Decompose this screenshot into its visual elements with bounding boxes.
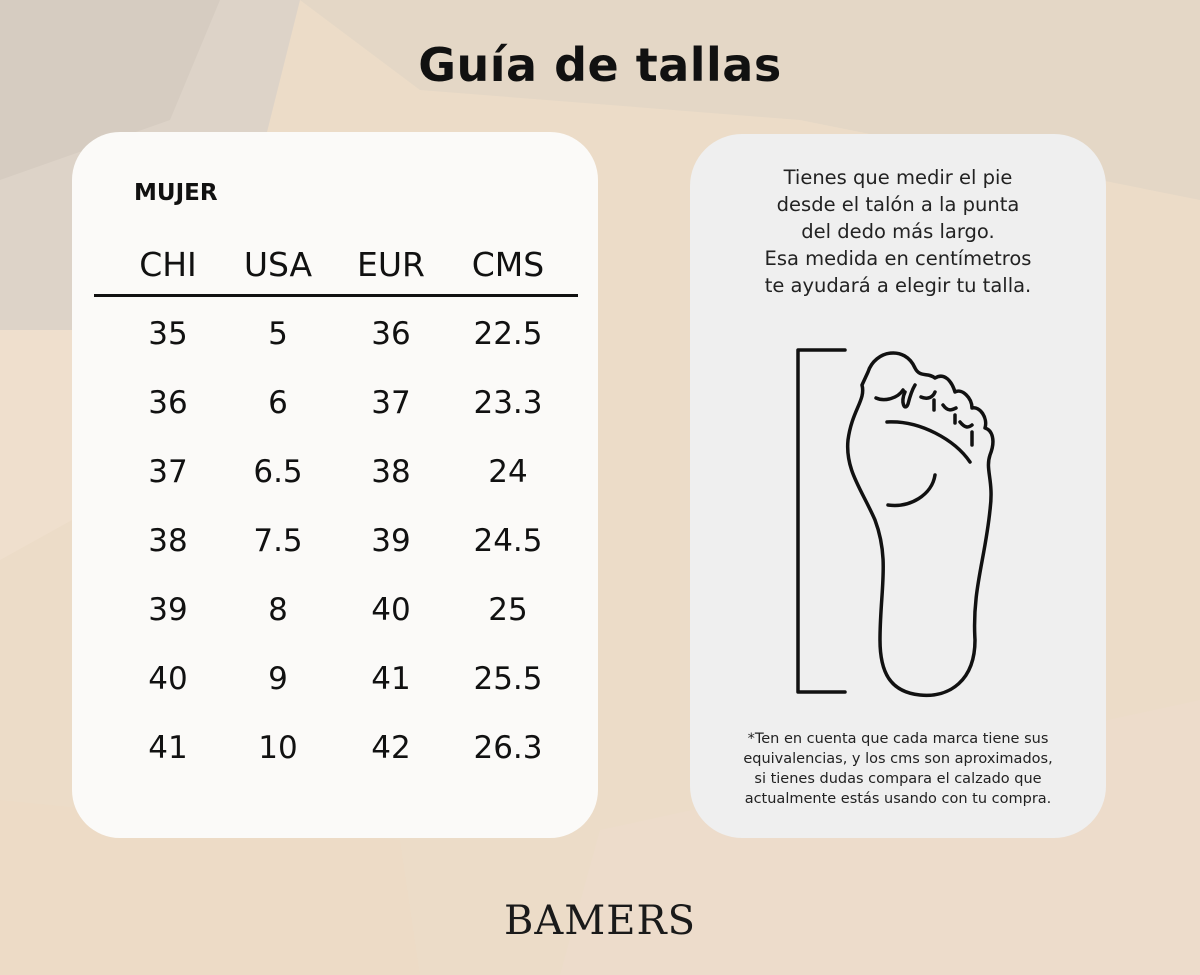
table-cell: 40 xyxy=(148,661,188,697)
measure-bracket xyxy=(796,348,847,694)
table-cell: 9 xyxy=(268,661,288,697)
instructions-card xyxy=(690,134,1106,838)
column-header: EUR xyxy=(357,245,425,284)
table-cell: 42 xyxy=(371,730,411,766)
brand-logo: BAMERS xyxy=(504,898,696,944)
foot-outline xyxy=(845,351,995,698)
table-cell: 38 xyxy=(371,454,411,490)
toe-line xyxy=(919,390,937,412)
table-cell: 6.5 xyxy=(253,454,303,490)
toe-line xyxy=(958,420,974,447)
table-cell: 41 xyxy=(148,730,188,766)
toe-line xyxy=(941,403,958,425)
column-header: CMS xyxy=(471,245,545,284)
table-cell: 36 xyxy=(371,316,411,352)
note-line: *Ten en cuenta que cada marca tiene sus xyxy=(747,731,1049,747)
page-title: Guía de tallas xyxy=(418,38,782,92)
table-cell: 25.5 xyxy=(473,661,543,697)
table-cell: 36 xyxy=(148,385,188,421)
instruction-line: del dedo más largo. xyxy=(801,220,995,243)
table-cell: 26.3 xyxy=(473,730,543,766)
table-cell: 37 xyxy=(371,385,411,421)
table-cell: 7.5 xyxy=(253,523,303,559)
arch-line xyxy=(886,473,937,508)
note-line: actualmente estás usando con tu compra. xyxy=(744,791,1052,807)
table-cell: 39 xyxy=(371,523,411,559)
table-cell: 23.3 xyxy=(473,385,543,421)
instruction-line: desde el talón a la punta xyxy=(776,193,1020,216)
table-cell: 5 xyxy=(268,316,288,352)
instruction-line: Tienes que medir el pie xyxy=(783,166,1013,189)
table-cell: 8 xyxy=(268,592,288,628)
column-header: USA xyxy=(243,245,313,284)
table-cell: 10 xyxy=(258,730,298,766)
disclaimer-note: *Ten en cuenta que cada marca tiene sus … xyxy=(700,729,1096,809)
note-line: si tienes dudas compara el calzado que xyxy=(754,771,1042,787)
table-cell: 24 xyxy=(488,454,528,490)
table-cell: 25 xyxy=(488,592,528,628)
column-header: CHI xyxy=(139,245,197,284)
category-label: MUJER xyxy=(134,180,218,206)
toe-line xyxy=(874,388,905,402)
table-cell: 41 xyxy=(371,661,411,697)
table-cell: 35 xyxy=(148,316,188,352)
instructions-text: Tienes que medir el pie desde el talón a… xyxy=(700,164,1096,299)
table-cell: 37 xyxy=(148,454,188,490)
table-cell: 22.5 xyxy=(473,316,543,352)
table-cell: 39 xyxy=(148,592,188,628)
toe-line xyxy=(901,383,917,409)
instruction-line: te ayudará a elegir tu talla. xyxy=(764,274,1032,297)
note-line: equivalencias, y los cms son aproximados… xyxy=(743,751,1053,767)
instruction-line: Esa medida en centímetros xyxy=(764,247,1032,270)
table-cell: 38 xyxy=(148,523,188,559)
table-cell: 40 xyxy=(371,592,411,628)
header-divider xyxy=(94,294,578,297)
size-table-card xyxy=(72,132,598,838)
table-cell: 24.5 xyxy=(473,523,543,559)
ball-line xyxy=(885,420,972,464)
table-cell: 6 xyxy=(268,385,288,421)
